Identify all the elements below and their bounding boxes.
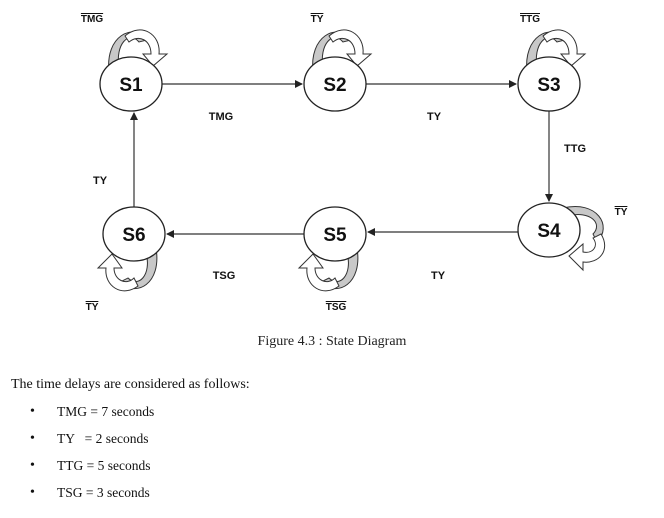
delay-item: • TTG = 5 seconds	[30, 457, 154, 484]
transition-label: TY	[431, 270, 446, 282]
state-label: S1	[119, 75, 143, 96]
state-label: S6	[122, 225, 145, 246]
self-loop-label: TY	[86, 302, 99, 313]
self-loop-label: TTG	[520, 14, 540, 25]
delay-text: TMG = 7 seconds	[57, 404, 155, 419]
bullet-icon: •	[30, 431, 35, 446]
transition-label: TSG	[213, 270, 236, 282]
delay-item: • TMG = 7 seconds	[30, 403, 154, 430]
state-node-s4	[517, 202, 581, 258]
self-loop-arrow-icon	[562, 206, 606, 272]
self-loop-label: TSG	[326, 302, 347, 313]
transition-label: TY	[427, 111, 442, 123]
state-label: S4	[537, 221, 561, 242]
bullet-icon: •	[30, 404, 35, 419]
bullet-icon: •	[30, 458, 35, 473]
state-node-s6	[102, 206, 166, 262]
state-node-s2	[303, 56, 367, 112]
state-label: S3	[537, 75, 560, 96]
transition-label: TTG	[564, 143, 586, 155]
state-label: S5	[323, 225, 347, 246]
self-loop-label: TY	[615, 207, 628, 218]
intro-text: The time delays are considered as follow…	[11, 377, 250, 392]
state-label: S2	[323, 75, 346, 96]
state-node-s5	[303, 206, 367, 262]
figure-caption: Figure 4.3 : State Diagram	[257, 334, 407, 349]
delay-item: • TY = 2 seconds	[30, 430, 154, 457]
delay-text: TSG = 3 seconds	[57, 485, 150, 500]
self-loop-label: TY	[311, 14, 324, 25]
transition-label: TMG	[209, 111, 233, 123]
delay-text: TTG = 5 seconds	[57, 458, 151, 473]
delay-list: • TMG = 7 seconds • TY = 2 seconds • TTG = …	[30, 403, 154, 511]
state-node-s1	[99, 56, 163, 112]
self-loop-label: TMG	[81, 14, 103, 25]
state-diagram: S1 S2 S3 S4 S5 S6 TMG TY TTG TY TSG TY TMG TY TTG TY TS…	[81, 14, 628, 313]
bullet-icon: •	[30, 485, 35, 500]
delay-text: TY = 2 seconds	[57, 431, 149, 446]
delay-item: • TSG = 3 seconds	[30, 484, 154, 511]
state-node-s3	[517, 56, 581, 112]
transition-label: TY	[93, 175, 108, 187]
